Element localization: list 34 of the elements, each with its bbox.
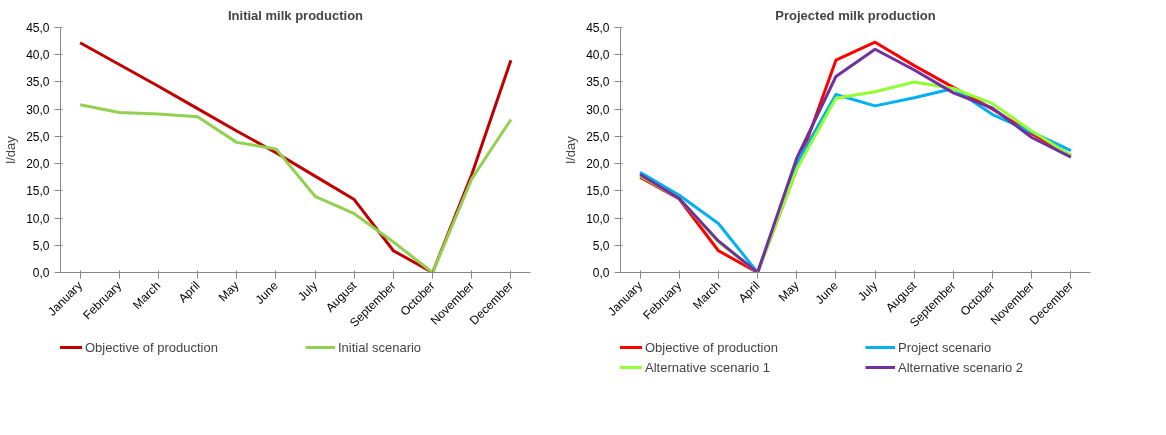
x-tick-label: July (855, 278, 881, 304)
legend-label: Alternative scenario 2 (898, 359, 1024, 375)
y-tick-label: 10,0 (586, 211, 610, 226)
y-axis-title: l/day (563, 135, 579, 164)
y-tick-label: 0,0 (32, 266, 50, 280)
y-tick-label: 25,0 (586, 129, 610, 144)
y-tick-label: 10,0 (26, 211, 50, 226)
y-tick-label: 0,0 (592, 266, 610, 280)
legend-label: Project scenario (898, 339, 993, 355)
x-tick-label: May (215, 278, 242, 305)
y-tick-label: 5,0 (32, 238, 50, 253)
y-tick-label: 20,0 (26, 157, 50, 172)
y-tick-label: 15,0 (586, 184, 610, 199)
legend-label: Initial scenario (338, 339, 423, 355)
chart-title: Initial milk production (227, 7, 364, 23)
y-tick-label: 30,0 (586, 102, 610, 117)
chart-title: Projected milk production (775, 7, 936, 23)
legend-label: Objective of production (645, 339, 779, 355)
y-tick-label: 25,0 (26, 129, 50, 144)
y-axis-title: l/day (3, 135, 19, 164)
y-tick-label: 5,0 (592, 238, 610, 253)
legend-label: Objective of production (85, 339, 219, 355)
x-tick-label: May (775, 278, 802, 305)
y-tick-label: 45,0 (586, 21, 610, 35)
y-tick-label: 35,0 (586, 75, 610, 90)
y-tick-label: 40,0 (586, 48, 610, 63)
legend-label: Alternative scenario 1 (645, 359, 771, 375)
y-tick-label: 20,0 (586, 157, 610, 172)
y-tick-label: 30,0 (26, 102, 50, 117)
y-tick-label: 15,0 (26, 184, 50, 199)
x-tick-label: July (295, 278, 321, 304)
y-tick-label: 35,0 (26, 75, 50, 90)
y-tick-label: 40,0 (26, 48, 50, 63)
y-tick-label: 45,0 (26, 21, 50, 35)
